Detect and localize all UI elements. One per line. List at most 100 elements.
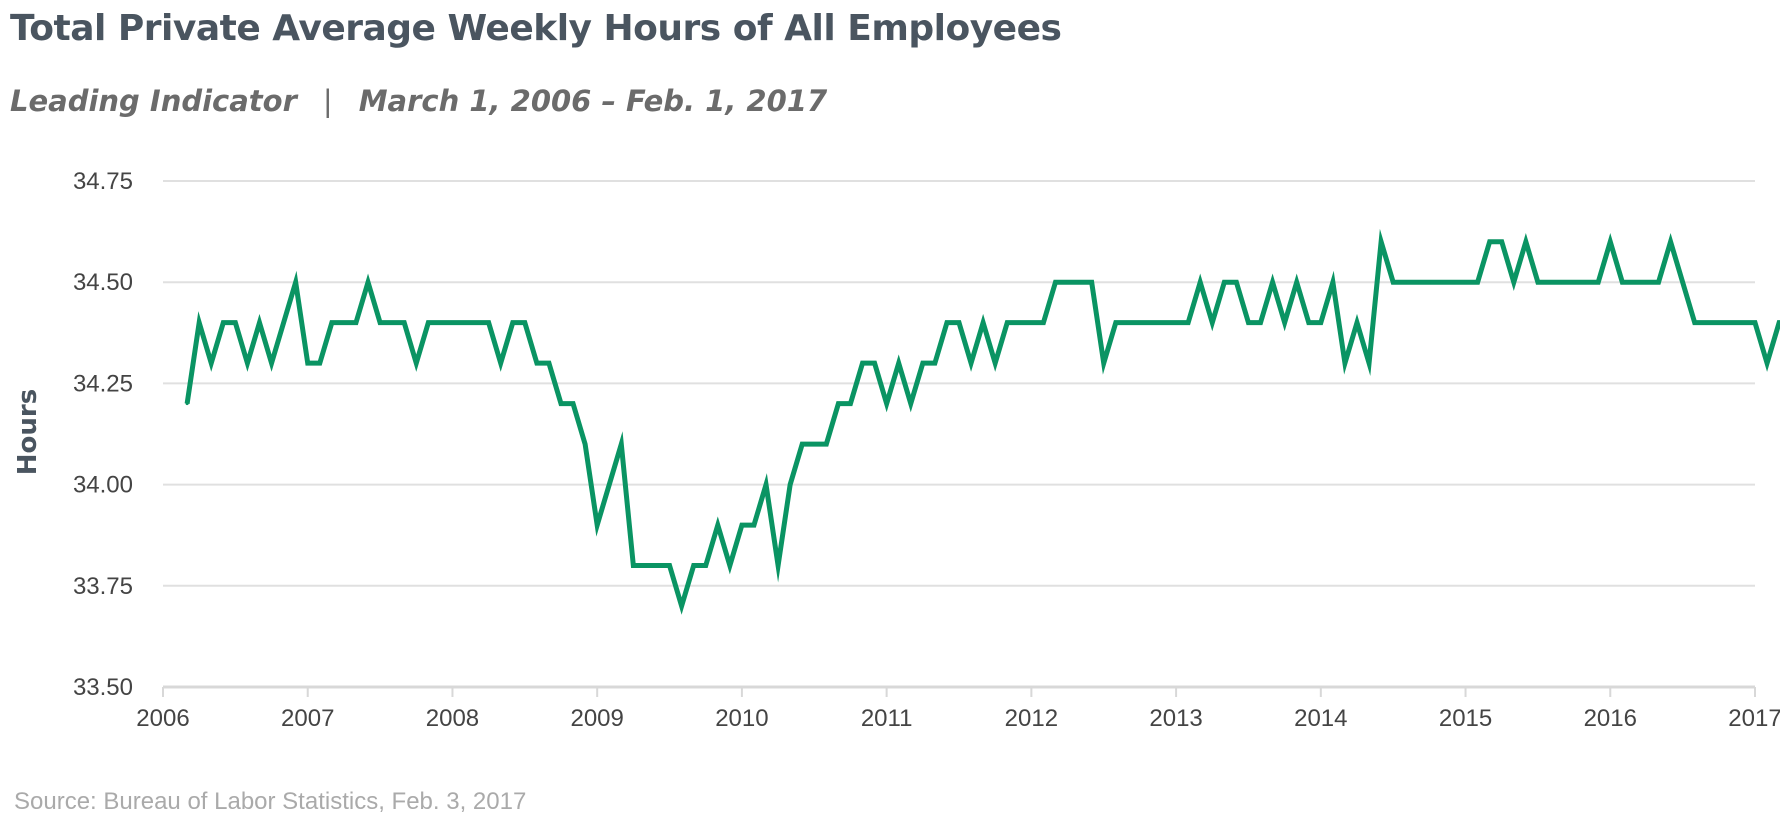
data-point — [921, 361, 925, 365]
data-point — [1102, 361, 1106, 365]
data-point — [1488, 240, 1492, 244]
chart-title: Total Private Average Weekly Hours of Al… — [10, 8, 1062, 49]
data-point — [1717, 321, 1721, 325]
data-point — [1391, 280, 1395, 284]
data-point — [981, 321, 985, 325]
data-point — [655, 564, 659, 568]
gridlines — [163, 180, 1755, 587]
chart-subtitle: Leading Indicator | March 1, 2006 – Feb. 1… — [10, 84, 827, 118]
data-point — [1138, 321, 1142, 325]
y-tick-label: 34.50 — [73, 269, 133, 296]
data-point — [1536, 280, 1540, 284]
y-axis-ticks: 33.50 33.75 34.00 34.25 34.50 34.75 — [73, 168, 133, 701]
data-point — [318, 361, 322, 365]
data-point — [812, 442, 816, 446]
x-tick-label: 2006 — [136, 705, 189, 732]
data-point — [1017, 321, 1021, 325]
data-point — [1729, 321, 1733, 325]
data-point — [306, 361, 310, 365]
data-point — [945, 321, 949, 325]
data-point — [1777, 321, 1780, 325]
data-point — [752, 523, 756, 527]
data-point — [1331, 280, 1335, 284]
data-point — [1150, 321, 1154, 325]
data-point — [969, 361, 973, 365]
data-point — [1355, 321, 1359, 325]
series-points — [185, 240, 1780, 608]
x-tick-label: 2014 — [1294, 705, 1347, 732]
y-tick-label: 33.75 — [73, 573, 133, 600]
data-point — [1053, 280, 1057, 284]
data-point — [1090, 280, 1094, 284]
data-point — [1246, 321, 1250, 325]
x-tick-label: 2007 — [281, 705, 334, 732]
data-point — [197, 321, 201, 325]
data-point — [523, 321, 527, 325]
data-point — [257, 321, 261, 325]
data-point — [619, 442, 623, 446]
data-point — [221, 321, 225, 325]
series-group — [184, 228, 1780, 615]
data-point — [692, 564, 696, 568]
data-point — [680, 604, 684, 608]
data-point — [475, 321, 479, 325]
data-point — [1029, 321, 1033, 325]
data-point — [402, 321, 406, 325]
data-point — [1343, 361, 1347, 365]
data-point — [1222, 280, 1226, 284]
y-axis-label: Hours — [13, 389, 43, 475]
x-tick-label: 2017 — [1728, 705, 1780, 732]
data-point — [1596, 280, 1600, 284]
data-point — [885, 402, 889, 406]
data-point — [1669, 240, 1673, 244]
data-point — [1234, 280, 1238, 284]
data-point — [1427, 280, 1431, 284]
data-point — [571, 402, 575, 406]
data-point — [233, 321, 237, 325]
data-point — [487, 321, 491, 325]
data-point — [1403, 280, 1407, 284]
data-point — [270, 361, 274, 365]
data-point — [282, 321, 286, 325]
x-tick-label: 2008 — [426, 705, 479, 732]
data-point — [1644, 280, 1648, 284]
source-note: Source: Bureau of Labor Statistics, Feb.… — [14, 788, 527, 815]
data-point — [1657, 280, 1661, 284]
data-point — [1259, 321, 1263, 325]
data-point — [1198, 280, 1202, 284]
data-point — [957, 321, 961, 325]
data-point — [1186, 321, 1190, 325]
data-point — [1005, 321, 1009, 325]
data-point — [1512, 280, 1516, 284]
data-point — [378, 321, 382, 325]
data-point — [993, 361, 997, 365]
data-point — [668, 564, 672, 568]
data-point — [836, 402, 840, 406]
data-point — [559, 402, 563, 406]
data-point — [788, 483, 792, 487]
data-point — [1741, 321, 1745, 325]
data-point — [450, 321, 454, 325]
data-point — [1476, 280, 1480, 284]
subtitle-separator: | — [322, 84, 333, 118]
y-tick-label: 34.00 — [73, 472, 133, 499]
data-point — [1765, 361, 1769, 365]
data-point — [499, 361, 503, 365]
data-point — [438, 321, 442, 325]
x-tick-label: 2012 — [1005, 705, 1058, 732]
data-point — [414, 361, 418, 365]
data-point — [607, 483, 611, 487]
data-point — [245, 361, 249, 365]
x-axis: 2006 2007 2008 2009 2010 2011 2012 2013 2014 2015… — [136, 685, 1780, 732]
data-point — [1078, 280, 1082, 284]
data-point — [1451, 280, 1455, 284]
data-point — [1041, 321, 1045, 325]
data-point — [873, 361, 877, 365]
data-point — [631, 564, 635, 568]
data-point — [547, 361, 551, 365]
data-point — [1548, 280, 1552, 284]
data-point — [1584, 280, 1588, 284]
y-tick-label: 34.75 — [73, 168, 133, 195]
data-point — [1319, 321, 1323, 325]
